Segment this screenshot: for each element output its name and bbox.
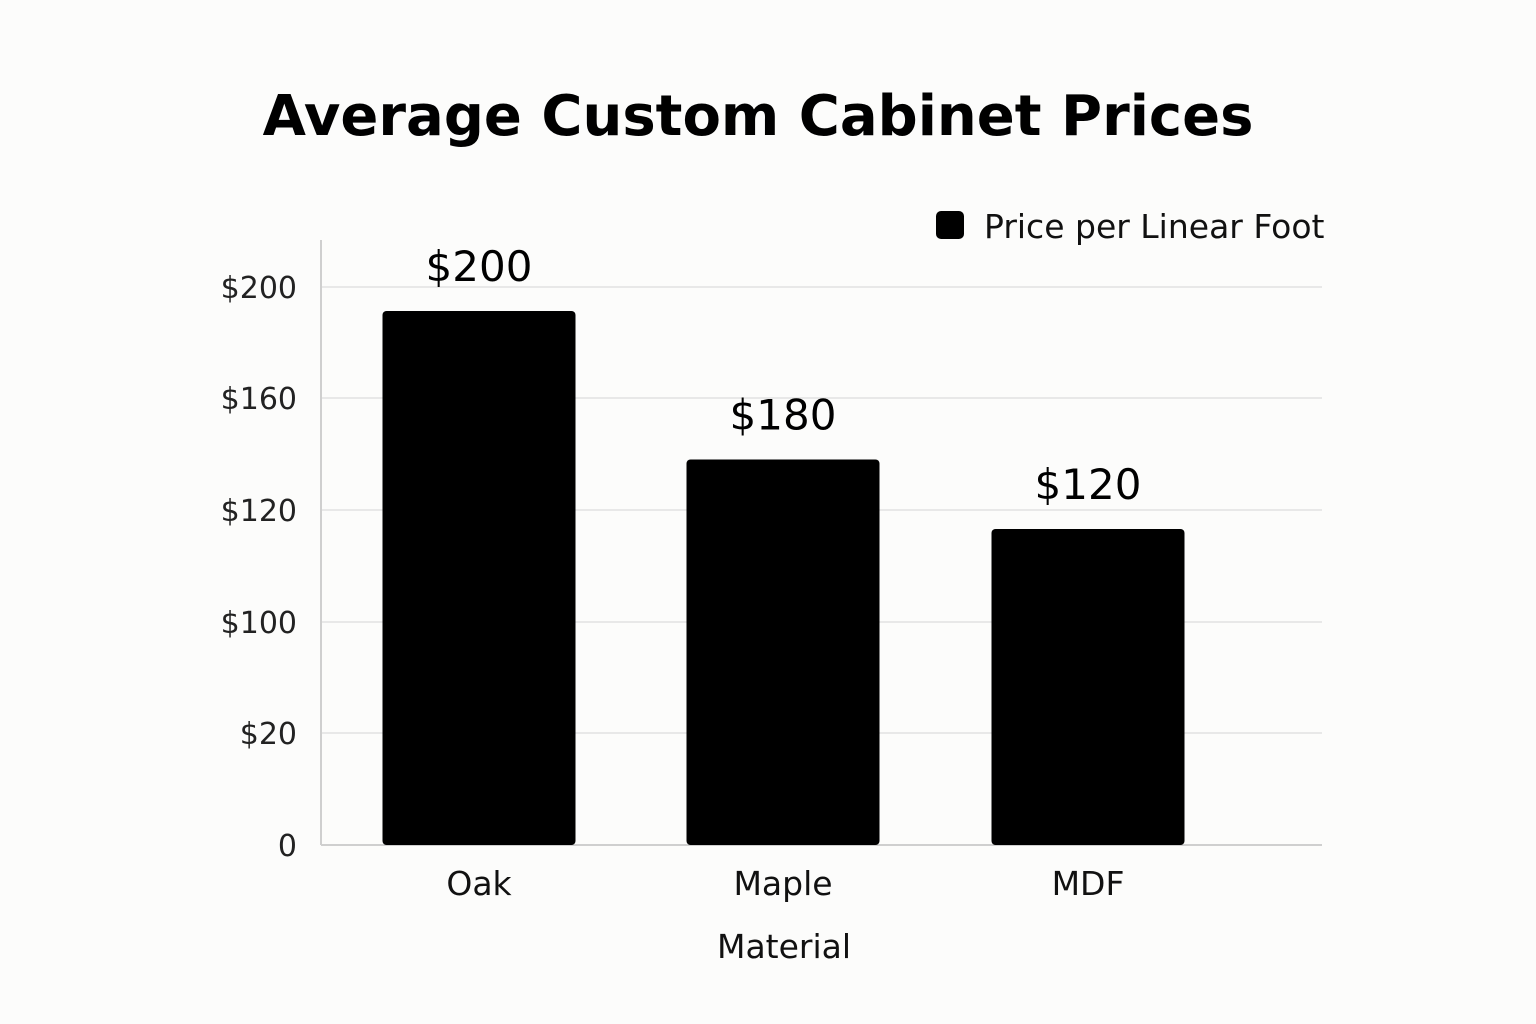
y-tick-label: $20: [240, 717, 297, 752]
bar-maple: [686, 459, 880, 845]
x-category-label: Oak: [446, 864, 512, 903]
y-tick-label: $100: [221, 606, 297, 641]
x-category-label: Maple: [733, 864, 832, 903]
y-tick-label: $120: [221, 494, 297, 529]
data-label-oak: $200: [426, 242, 533, 291]
legend-label: Price per Linear Foot: [984, 207, 1325, 246]
legend-swatch: [936, 211, 964, 239]
x-axis-title: Material: [717, 927, 851, 966]
y-tick-label: $160: [221, 382, 297, 417]
chart-title: Average Custom Cabinet Prices: [263, 84, 1254, 149]
bars: [382, 311, 1185, 845]
bar-oak: [382, 311, 576, 845]
data-label-mdf: $120: [1035, 460, 1142, 509]
data-labels: $200 $180 $120: [426, 242, 1142, 509]
bar-mdf: [991, 529, 1185, 845]
y-axis-ticks: 0 $20 $100 $120 $160 $200: [221, 271, 297, 864]
data-label-maple: $180: [730, 391, 837, 440]
x-axis-categories: Oak Maple MDF: [446, 864, 1124, 903]
x-category-label: MDF: [1052, 864, 1125, 903]
y-tick-label: 0: [278, 829, 297, 864]
legend: Price per Linear Foot: [936, 207, 1325, 246]
y-tick-label: $200: [221, 271, 297, 306]
